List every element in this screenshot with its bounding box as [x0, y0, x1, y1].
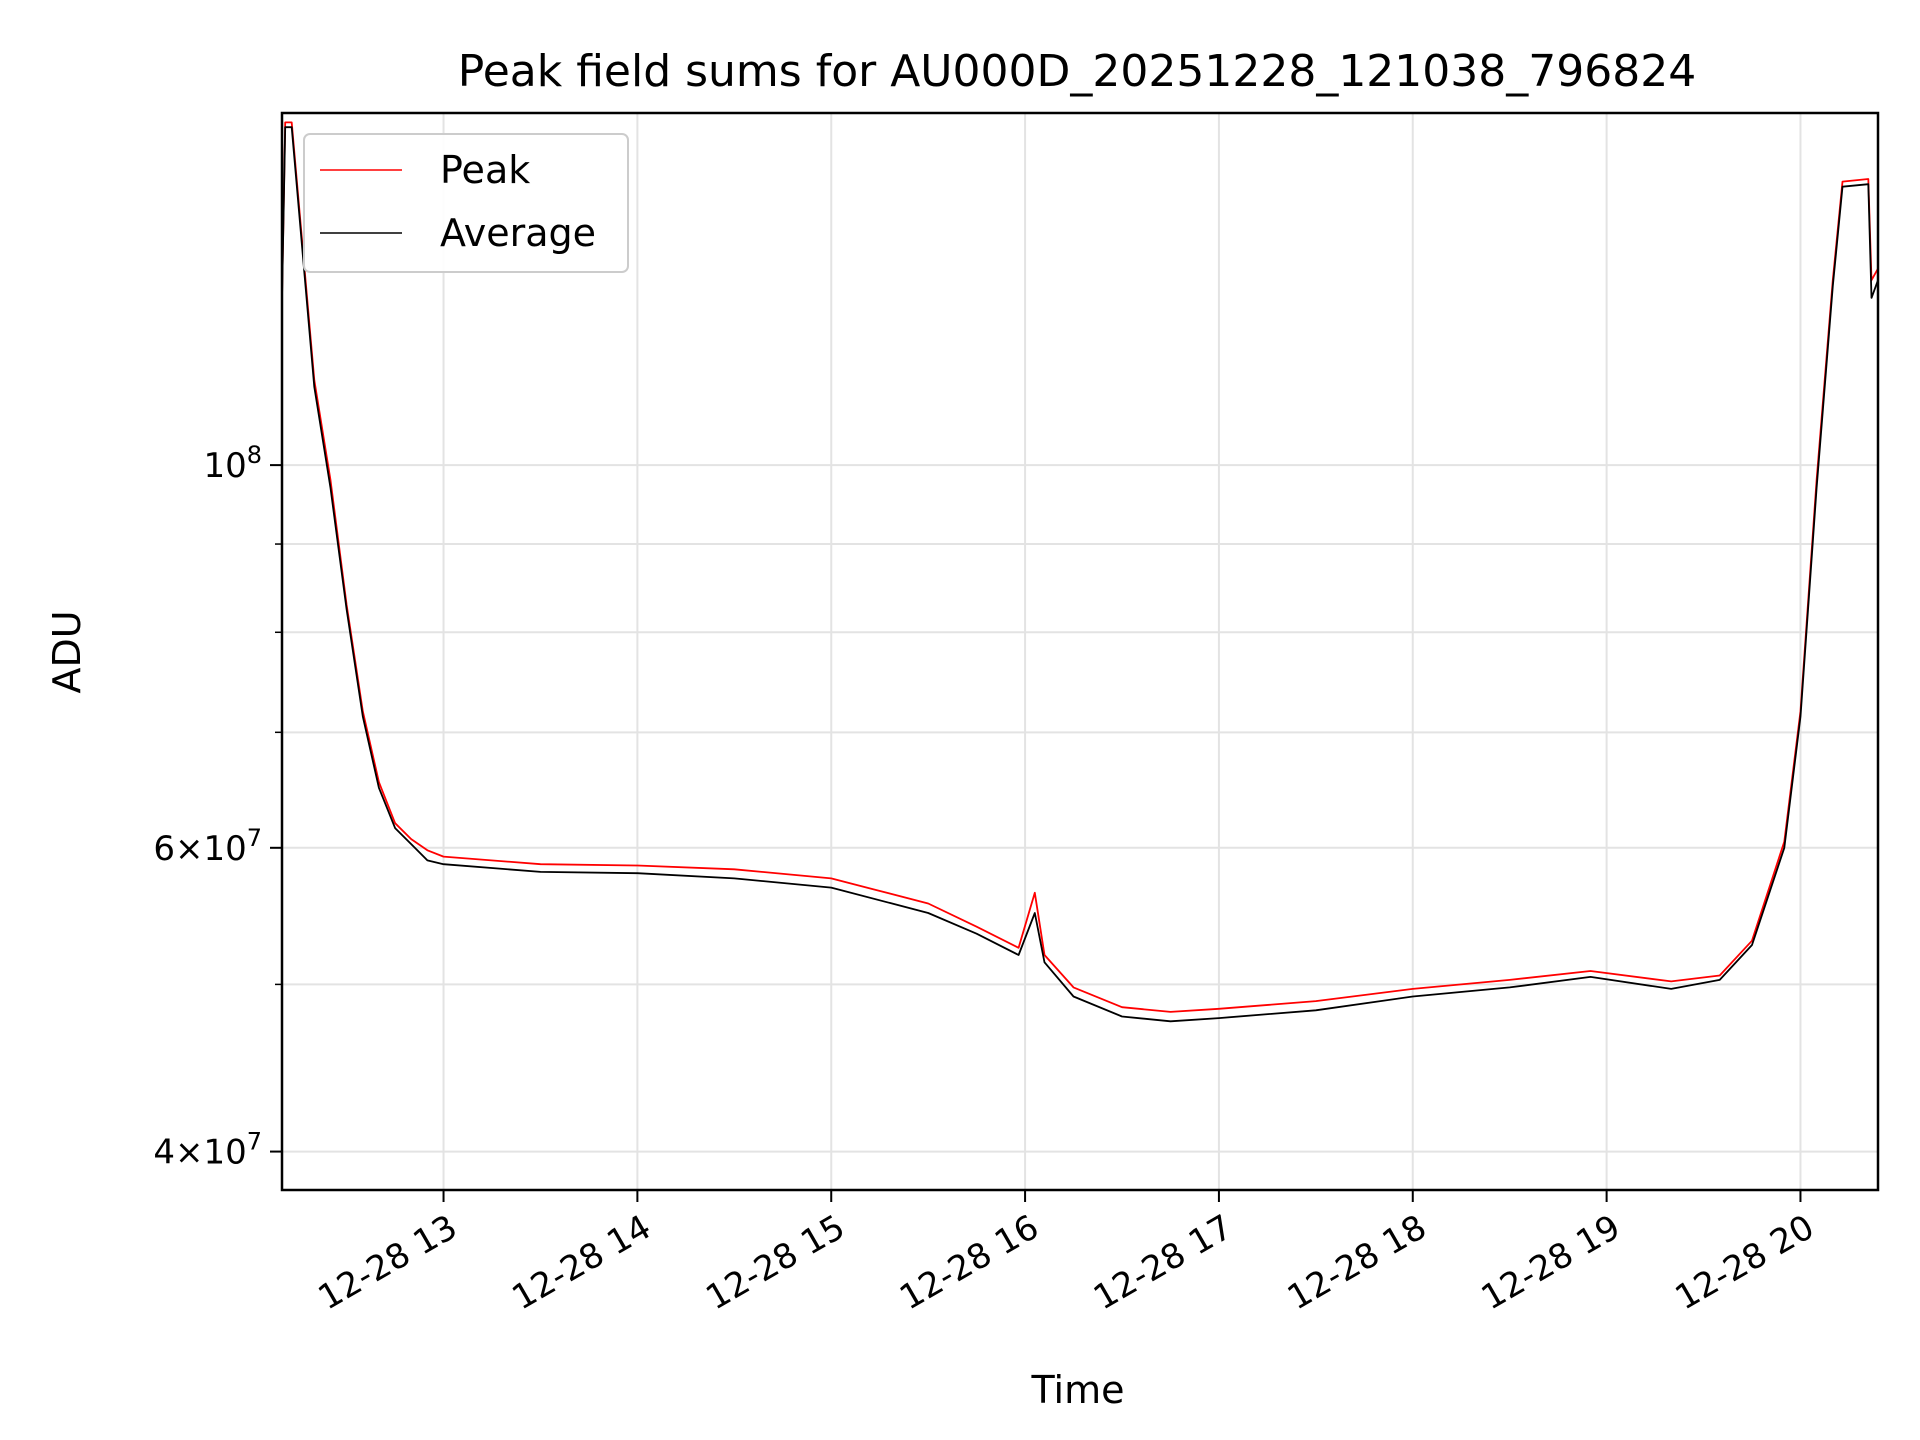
chart-title: Peak field sums for AU000D_20251228_1210…	[458, 46, 1697, 97]
y-axis-label: ADU	[45, 610, 89, 693]
plot-area	[281, 121, 1879, 1023]
grid	[282, 113, 1878, 1190]
series-line-average	[281, 126, 1879, 1023]
y-tick-label: 6×107	[153, 824, 262, 869]
legend: Peak Average	[303, 133, 629, 273]
legend-label-average: Average	[440, 211, 596, 255]
axes-frame	[280, 111, 1880, 1192]
legend-box	[303, 133, 629, 273]
y-tick-label: 4×107	[153, 1128, 262, 1173]
legend-label-peak: Peak	[440, 148, 530, 192]
x-axis-label: Time	[1031, 1368, 1125, 1412]
